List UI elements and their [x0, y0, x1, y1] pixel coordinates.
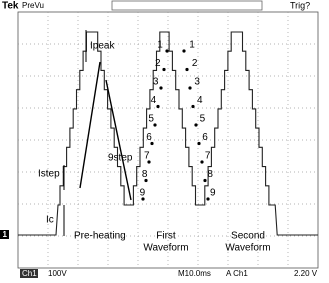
brand: Tek — [2, 1, 19, 12]
trigger-status: Trig? — [290, 0, 310, 10]
step-dot — [159, 86, 162, 89]
first-caption: First — [156, 231, 176, 242]
status-channel: Ch1 — [22, 269, 37, 278]
step-dot — [156, 105, 159, 108]
step-number: 3 — [194, 77, 200, 88]
step-number: 5 — [148, 114, 154, 125]
step-number: 1 — [189, 40, 195, 51]
step-dot — [194, 123, 197, 126]
step-dot — [182, 49, 185, 52]
step-dot — [206, 197, 209, 200]
step-dot — [200, 160, 203, 163]
second-caption: Second — [231, 231, 265, 242]
step-number: 9 — [210, 188, 216, 199]
step-dot — [188, 86, 191, 89]
step-dot — [185, 68, 188, 71]
step-number: 3 — [153, 77, 159, 88]
second-caption: Waveform — [225, 243, 270, 254]
step-dot — [197, 142, 200, 145]
step-dot — [150, 142, 153, 145]
step-number: 4 — [197, 95, 203, 106]
step-dot — [165, 49, 168, 52]
mode: PreVu — [22, 1, 44, 10]
step-number: 1 — [157, 40, 163, 51]
channel-marker: 1 — [3, 230, 8, 239]
step-number: 2 — [192, 58, 198, 69]
status-time: M10.0ms — [178, 269, 211, 278]
step-number: 9 — [140, 188, 146, 199]
step-dot — [144, 179, 147, 182]
status-trigger: A Ch1 — [226, 269, 248, 278]
ic-label: Ic — [46, 215, 54, 226]
pre-heating-caption: Pre-heating — [74, 231, 126, 242]
istep-label: Istep — [38, 169, 60, 180]
step-number: 8 — [142, 169, 148, 180]
step-number: 8 — [207, 169, 213, 180]
step-dot — [141, 197, 144, 200]
step-dot — [147, 160, 150, 163]
step-dot — [191, 105, 194, 108]
status-level: 2.20 V — [294, 269, 318, 278]
step-number: 6 — [146, 132, 152, 143]
page: {"header": {"brand": "Tek", "mode": "Pre… — [0, 0, 329, 278]
step-number: 7 — [144, 151, 150, 162]
nine-step-label: 9step — [108, 153, 133, 164]
step-dot — [153, 123, 156, 126]
step-number: 7 — [205, 151, 211, 162]
ipeak-label: Ipeak — [90, 41, 115, 52]
step-number: 6 — [202, 132, 208, 143]
step-dot — [162, 68, 165, 71]
step-number: 4 — [151, 95, 157, 106]
step-dot — [203, 179, 206, 182]
step-number: 5 — [200, 114, 206, 125]
status-scale: 100V — [48, 269, 67, 278]
oscilloscope-screen: Tek PreVu Trig? 1 Ipeak Istep Ic 9step P… — [0, 0, 329, 278]
first-caption: Waveform — [143, 243, 188, 254]
step-number: 2 — [155, 58, 161, 69]
